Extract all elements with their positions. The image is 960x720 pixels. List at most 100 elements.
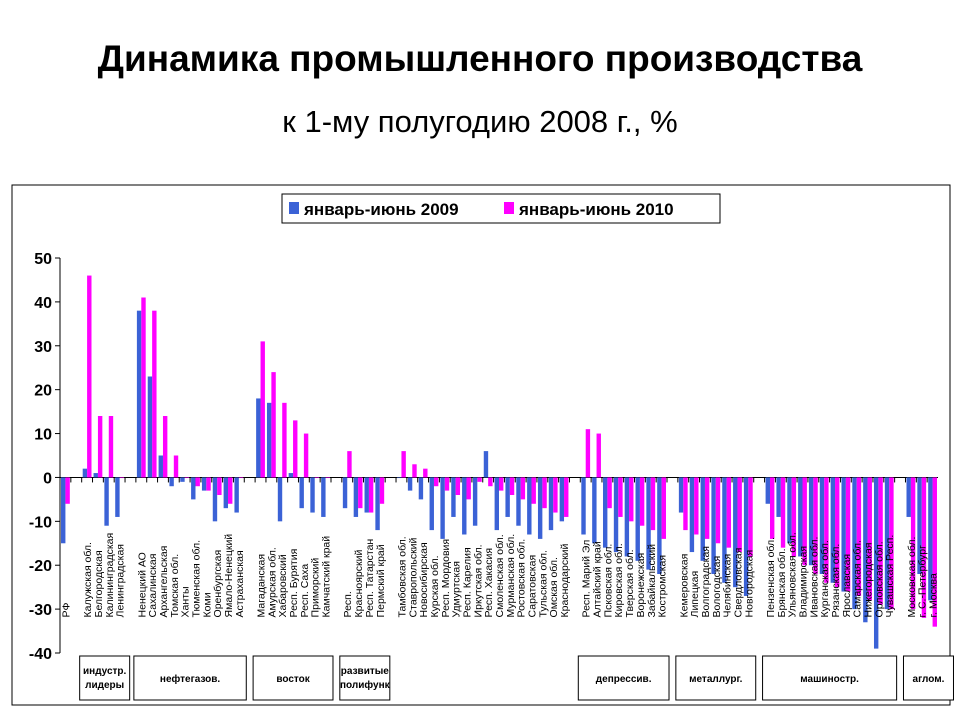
bar-2009 (646, 477, 651, 570)
category-label: РФ (60, 603, 72, 618)
group-box (133, 655, 247, 701)
category-label: Кировская обл. (613, 543, 625, 617)
group-box (252, 655, 334, 701)
category-label: Ненецкий АО (136, 552, 148, 617)
category-label: Омская обл. (548, 557, 560, 617)
bar-2010 (141, 297, 146, 478)
bar-2010 (412, 464, 417, 478)
group-box (339, 655, 391, 701)
group-label: аглом. (913, 674, 945, 685)
bar-2009 (364, 477, 369, 513)
category-label: Липецкая (689, 571, 701, 618)
bar-2010 (119, 477, 125, 479)
category-label: г. Москва (928, 573, 940, 617)
bar-2010 (455, 477, 461, 495)
y-tick-label: -40 (29, 646, 52, 663)
bar-2009 (808, 477, 814, 566)
y-tick-label: 30 (34, 339, 52, 356)
group-label: депрессив. (596, 674, 652, 685)
category-label: Астраханская (234, 550, 246, 617)
bar-2009 (191, 477, 196, 500)
group-box (577, 655, 670, 701)
bar-2009 (548, 477, 554, 531)
bar-2009 (700, 477, 705, 561)
bar-2009 (830, 477, 836, 583)
category-label: Волгоградская (700, 546, 712, 617)
bar-2010 (856, 477, 862, 596)
bar-2009 (234, 477, 239, 513)
bar-2010 (282, 402, 287, 478)
bar-2010 (162, 416, 168, 478)
category-label: Самарская обл. (852, 540, 864, 617)
bar-2010 (108, 416, 114, 478)
category-label: Краснодарский (559, 543, 571, 617)
category-label: Пермский край (375, 544, 387, 617)
bar-2010 (401, 451, 406, 478)
category-label: Мурманская обл. (505, 534, 517, 618)
category-label: Тамбовская обл. (396, 536, 408, 617)
group-label: металлург. (689, 674, 743, 685)
group-label: индустр. (83, 666, 127, 677)
legend-swatch-1 (289, 202, 299, 214)
category-label: Ямало-Ненецкий (223, 534, 235, 618)
category-label: Тюменская обл. (190, 540, 202, 618)
bar-2010 (607, 477, 612, 509)
category-label: Курская обл. (429, 555, 441, 617)
bar-2009 (657, 477, 662, 574)
category-label: г. С.-Петербург (917, 545, 929, 618)
bar-2009 (678, 477, 684, 513)
bar-2010 (585, 429, 591, 478)
bar-2009 (863, 477, 868, 623)
bar-2009 (537, 477, 543, 539)
bar-2009 (277, 477, 283, 522)
bar-2009 (765, 477, 770, 504)
category-label: Респ. Хакасия (483, 548, 495, 617)
bar-2009 (711, 477, 716, 574)
category-label: Челябинская (722, 554, 734, 618)
category-label: Московская обл. (906, 537, 918, 618)
bar-2009 (136, 310, 142, 478)
bar-2010 (564, 477, 569, 517)
bar-2009 (624, 477, 630, 557)
group-label: полифунк (340, 679, 391, 691)
bar-2010 (488, 477, 493, 487)
bar-2010 (748, 477, 753, 557)
group-box (902, 655, 954, 701)
category-label: Белгородская (93, 550, 105, 617)
bar-2009 (61, 477, 66, 544)
bar-2009 (787, 477, 792, 544)
bar-2010 (184, 477, 190, 479)
bar-2010 (769, 477, 775, 539)
bar-2009 (841, 477, 846, 592)
bar-2010 (238, 477, 244, 479)
category-label: Брянская обл. (776, 548, 788, 617)
bar-2009 (440, 477, 445, 539)
bar-2010 (271, 372, 276, 478)
bar-2009 (375, 477, 380, 531)
bar-2009 (115, 477, 120, 517)
category-label: Магаданская (256, 554, 268, 618)
category-label: Ленинградская (115, 544, 127, 617)
bar-2009 (321, 477, 326, 517)
category-label: Сахалинская (147, 554, 159, 618)
category-label: Кемеровская (678, 554, 690, 618)
category-label: Респ. Мордовия (440, 539, 452, 618)
bar-2010 (650, 477, 656, 531)
bar-2010 (87, 275, 92, 478)
category-label: Пензенская обл. (765, 537, 777, 617)
bar-2010 (683, 477, 688, 531)
bar-2009 (212, 477, 218, 522)
bar-2010 (152, 310, 157, 478)
bar-2010 (629, 477, 634, 522)
bar-2010 (791, 477, 797, 557)
category-label: Ивановская обл. (808, 537, 820, 618)
bar-2010 (444, 477, 450, 491)
bar-2009 (505, 477, 510, 517)
bar-2010 (499, 477, 504, 491)
category-label: Удмуртская (451, 561, 463, 617)
bar-2010 (542, 477, 547, 509)
bar-2010 (889, 477, 894, 610)
bar-2010 (531, 477, 536, 504)
bar-2010 (910, 477, 916, 610)
category-label: Тверская обл. (624, 549, 636, 617)
